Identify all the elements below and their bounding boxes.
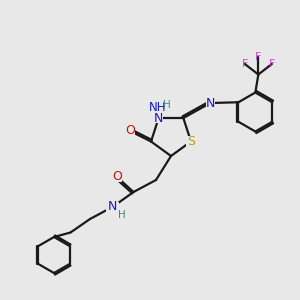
Text: O: O (112, 170, 122, 184)
Bar (154, 113, 163, 122)
Text: NH: NH (148, 101, 166, 114)
Bar (106, 202, 119, 212)
Text: H: H (118, 210, 125, 220)
Text: N: N (206, 97, 215, 110)
Text: H: H (163, 100, 171, 110)
Bar (112, 172, 122, 182)
Text: F: F (242, 59, 248, 69)
Text: N: N (154, 112, 163, 124)
Bar (125, 126, 135, 136)
Text: O: O (125, 124, 135, 137)
Text: N: N (108, 200, 117, 214)
Text: F: F (269, 59, 275, 69)
Bar (151, 103, 164, 112)
Text: S: S (187, 135, 195, 148)
Bar (206, 98, 215, 108)
Bar (154, 113, 163, 122)
Bar (186, 136, 196, 147)
Text: F: F (255, 52, 262, 61)
